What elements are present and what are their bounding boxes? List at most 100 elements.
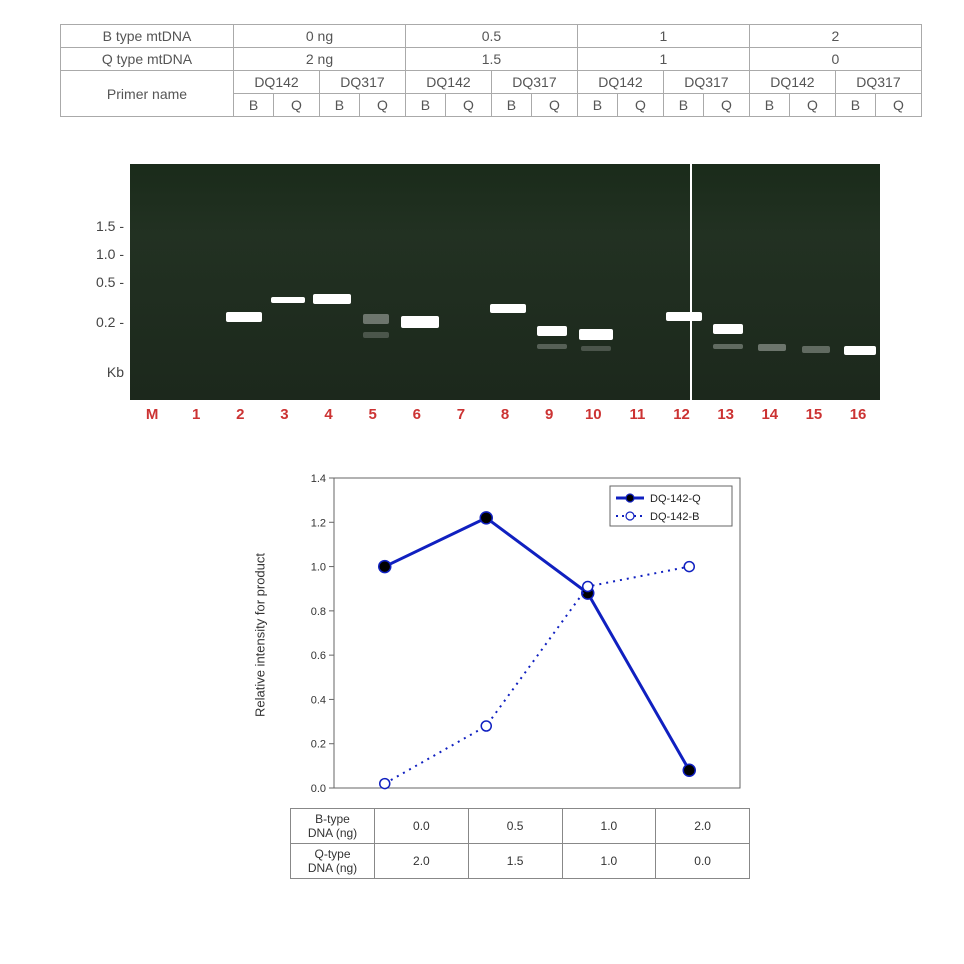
gel-band bbox=[363, 332, 389, 338]
lane-id: 12 bbox=[660, 406, 704, 423]
lane-header-table: B type mtDNA 0 ng 0.5 1 2 Q type mtDNA 2… bbox=[60, 24, 922, 117]
gel-band bbox=[537, 344, 567, 349]
gel-band bbox=[490, 304, 526, 313]
lane-id: 10 bbox=[571, 406, 615, 423]
bot-cell: 0.0 bbox=[375, 809, 469, 844]
lane-id: 2 bbox=[218, 406, 262, 423]
primer-label: Primer name bbox=[61, 71, 234, 117]
gel-band bbox=[363, 314, 389, 324]
lane-id: 5 bbox=[351, 406, 395, 423]
bot-cell: 0.0 bbox=[656, 844, 750, 879]
sub-label: Q bbox=[531, 94, 577, 117]
bot-cell: 1.0 bbox=[562, 844, 656, 879]
lane-id: 16 bbox=[836, 406, 880, 423]
sub-label: Q bbox=[445, 94, 491, 117]
bot-cell: 1.0 bbox=[562, 809, 656, 844]
svg-text:0.8: 0.8 bbox=[311, 606, 326, 618]
lane-id: 15 bbox=[792, 406, 836, 423]
primer-name: DQ142 bbox=[234, 71, 320, 94]
bot-row-label: B-typeDNA (ng) bbox=[291, 809, 375, 844]
sub-label: Q bbox=[273, 94, 319, 117]
b-val-0: 0 ng bbox=[234, 25, 406, 48]
lane-number-row: M12345678910111213141516 bbox=[130, 406, 880, 423]
lane-id: 4 bbox=[307, 406, 351, 423]
kb-mark: 1.0 - bbox=[96, 246, 124, 262]
gel-band bbox=[226, 312, 262, 322]
x-axis-table: B-typeDNA (ng)0.00.51.02.0Q-typeDNA (ng)… bbox=[290, 808, 750, 879]
svg-text:1.4: 1.4 bbox=[311, 473, 326, 485]
lane-id: 11 bbox=[615, 406, 659, 423]
sub-label: B bbox=[749, 94, 789, 117]
q-val-1: 1.5 bbox=[405, 48, 577, 71]
sub-label: Q bbox=[789, 94, 835, 117]
lane-id: M bbox=[130, 406, 174, 423]
kb-mark: 0.5 - bbox=[96, 274, 124, 290]
gel-band bbox=[844, 346, 876, 355]
primer-name: DQ317 bbox=[491, 71, 577, 94]
primer-name: DQ317 bbox=[319, 71, 405, 94]
svg-text:0.0: 0.0 bbox=[311, 783, 326, 795]
sub-label: B bbox=[405, 94, 445, 117]
lane-id: 1 bbox=[174, 406, 218, 423]
primer-name: DQ317 bbox=[663, 71, 749, 94]
kb-axis: 1.5 -1.0 -0.5 -0.2 -Kb bbox=[74, 164, 124, 400]
line-chart: Relative intensity for product 0.00.20.4… bbox=[290, 470, 750, 800]
q-val-3: 0 bbox=[749, 48, 921, 71]
primer-name: DQ142 bbox=[749, 71, 835, 94]
primer-name: DQ142 bbox=[405, 71, 491, 94]
gel-band bbox=[713, 344, 743, 349]
gel-band bbox=[713, 324, 743, 334]
bot-cell: 2.0 bbox=[375, 844, 469, 879]
gel-band bbox=[802, 346, 830, 353]
sub-label: Q bbox=[617, 94, 663, 117]
sub-label: B bbox=[577, 94, 617, 117]
primer-name: DQ317 bbox=[835, 71, 921, 94]
svg-text:DQ-142-Q: DQ-142-Q bbox=[650, 493, 701, 505]
gel-band bbox=[579, 329, 613, 340]
b-val-1: 0.5 bbox=[405, 25, 577, 48]
gel-band bbox=[666, 312, 702, 321]
sub-label: Q bbox=[875, 94, 921, 117]
lane-id: 3 bbox=[262, 406, 306, 423]
kb-mark: Kb bbox=[107, 364, 124, 380]
gel-image bbox=[130, 164, 880, 400]
kb-mark: 0.2 - bbox=[96, 314, 124, 330]
svg-text:1.2: 1.2 bbox=[311, 517, 326, 529]
row-b-label: B type mtDNA bbox=[61, 25, 234, 48]
b-val-3: 2 bbox=[749, 25, 921, 48]
q-val-0: 2 ng bbox=[234, 48, 406, 71]
gel-band bbox=[271, 297, 305, 303]
lane-id: 7 bbox=[439, 406, 483, 423]
lane-id: 9 bbox=[527, 406, 571, 423]
b-val-2: 1 bbox=[577, 25, 749, 48]
sub-label: Q bbox=[359, 94, 405, 117]
row-q-label: Q type mtDNA bbox=[61, 48, 234, 71]
bot-cell: 0.5 bbox=[468, 809, 562, 844]
sub-label: B bbox=[319, 94, 359, 117]
svg-text:1.0: 1.0 bbox=[311, 562, 326, 574]
q-val-2: 1 bbox=[577, 48, 749, 71]
bot-row-label: Q-typeDNA (ng) bbox=[291, 844, 375, 879]
chart-svg: 0.00.20.40.60.81.01.21.4DQ-142-QDQ-142-B bbox=[290, 470, 750, 800]
bot-cell: 1.5 bbox=[468, 844, 562, 879]
lane-id: 8 bbox=[483, 406, 527, 423]
gel-panel: 1.5 -1.0 -0.5 -0.2 -Kb M1234567891011121… bbox=[130, 164, 880, 423]
sub-label: B bbox=[835, 94, 875, 117]
gel-band bbox=[537, 326, 567, 336]
svg-text:0.2: 0.2 bbox=[311, 739, 326, 751]
lane-id: 6 bbox=[395, 406, 439, 423]
primer-name: DQ142 bbox=[577, 71, 663, 94]
sub-label: B bbox=[234, 94, 274, 117]
lane-id: 13 bbox=[704, 406, 748, 423]
lane-id: 14 bbox=[748, 406, 792, 423]
gel-band bbox=[313, 294, 351, 304]
chart-panel: Relative intensity for product 0.00.20.4… bbox=[250, 470, 750, 879]
sub-label: B bbox=[491, 94, 531, 117]
sub-label: Q bbox=[703, 94, 749, 117]
gel-band bbox=[401, 316, 439, 328]
svg-text:0.4: 0.4 bbox=[311, 694, 326, 706]
sub-label: B bbox=[663, 94, 703, 117]
gel-band bbox=[581, 346, 611, 351]
svg-text:DQ-142-B: DQ-142-B bbox=[650, 511, 700, 523]
gel-band bbox=[758, 344, 786, 351]
